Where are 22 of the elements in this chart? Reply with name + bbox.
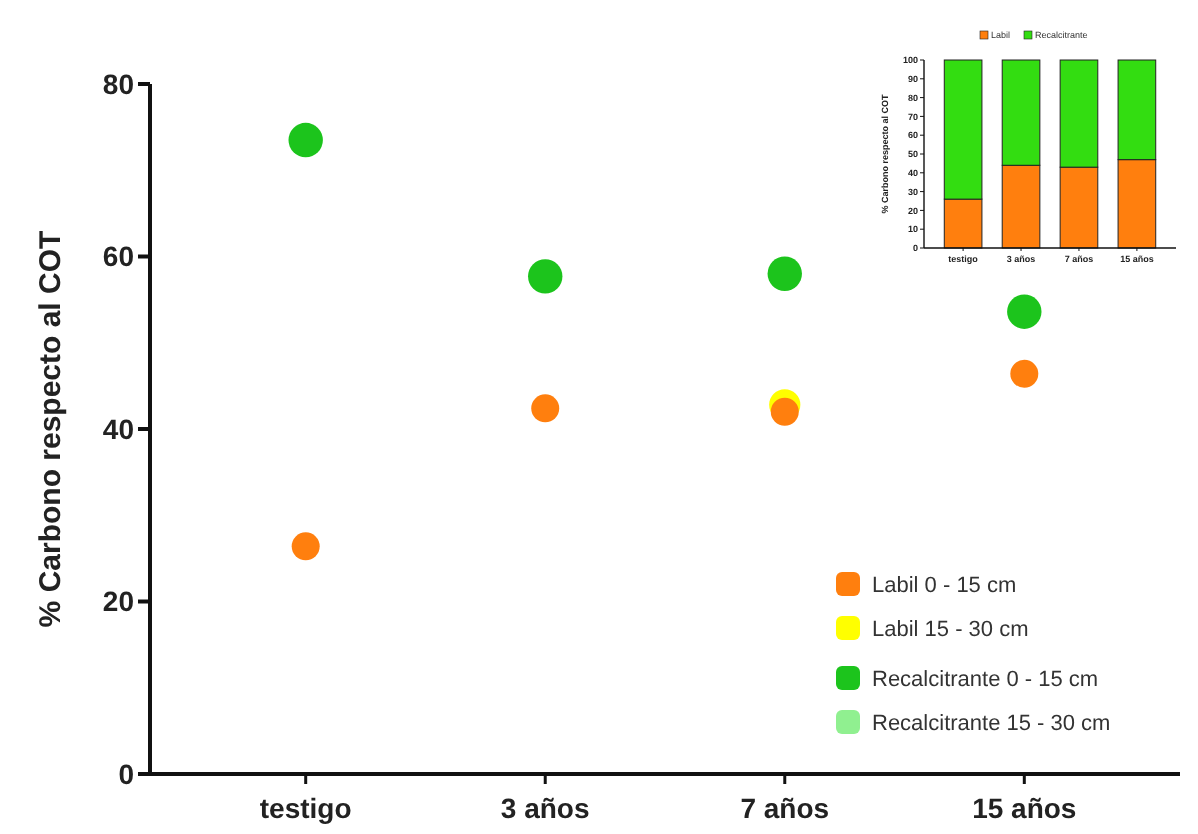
- x-tick-label: testigo: [259, 792, 352, 824]
- point: [528, 259, 563, 294]
- point: [1010, 359, 1039, 388]
- x-tick-label: 3 años: [500, 792, 590, 824]
- legend-label: Labil 0 - 15 cm: [872, 574, 1017, 598]
- point: [770, 397, 799, 426]
- point: [291, 532, 320, 561]
- y-tick-label: 0: [118, 757, 135, 790]
- point: [1007, 294, 1042, 329]
- y-tick-label: 40: [102, 412, 135, 445]
- point: [288, 122, 323, 158]
- y-tick-label: 60: [102, 240, 135, 273]
- legend-label: Recalcitrante 15 - 30 cm: [872, 712, 1111, 736]
- y-tick-label: 20: [102, 585, 135, 618]
- legend-label: Recalcitrante 0 - 15 cm: [872, 668, 1099, 692]
- x-tick-label: 7 años: [740, 792, 830, 824]
- point: [767, 256, 802, 291]
- point: [531, 394, 560, 423]
- legend-label: Labil 15 - 30 cm: [872, 618, 1029, 642]
- y-axis-title: % Carbono respecto al COT: [34, 230, 68, 628]
- y-tick-label: 80: [102, 67, 135, 100]
- x-tick-label: 15 años: [972, 792, 1077, 824]
